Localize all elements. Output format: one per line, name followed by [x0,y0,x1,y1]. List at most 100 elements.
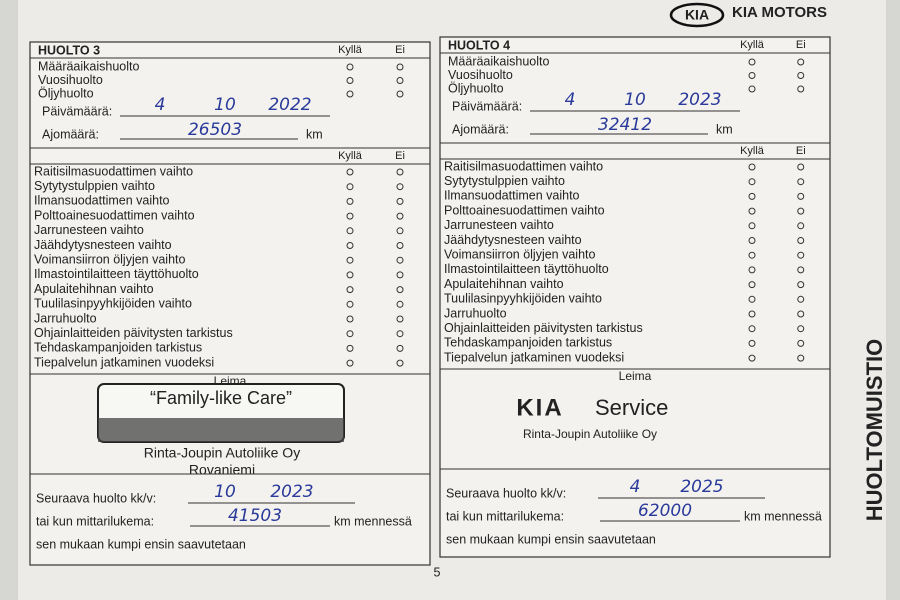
mileage-value: 32412 [598,115,652,135]
brand-name: KIA MOTORS [732,4,827,21]
check-circle [748,178,756,186]
stamp-logo: KIA [516,394,563,421]
service-item: Jarrunesteen vaihto [444,218,554,232]
service-item: Ilmansuodattimen vaihto [444,189,580,203]
next-label: Seuraava huolto kk/v: [36,491,156,505]
check-circle [748,310,756,318]
check-circle [748,266,756,274]
page-number: 5 [434,565,441,579]
check-circle [346,344,354,352]
side-title: HUOLTOMUISTIO [862,339,887,522]
mileage-label: Ajomäärä: [452,122,509,136]
service-item: Tehdaskampanjoiden tarkistus [34,341,202,355]
service-item: Jäähdytysnesteen vaihto [34,238,172,252]
date-value: 10 [214,95,236,115]
service-item: Tehdaskampanjoiden tarkistus [444,336,612,350]
date-value: 2022 [268,95,311,115]
check-circle [797,339,805,347]
check-circle [748,85,756,93]
date-value: 4 [155,95,166,115]
check-circle [797,72,805,79]
service-item: Jarruhuolto [444,306,507,320]
stamp-text: Rinta-Joupin Autoliike Oy [144,445,300,461]
check-circle [797,295,805,303]
check-circle [396,63,404,71]
check-circle [748,192,756,200]
basic-item: Vuosihuolto [448,68,513,82]
next-value: 10 [214,482,236,502]
card-border [29,41,431,566]
no-header: Ei [796,145,806,157]
check-circle [797,310,805,318]
check-circle [346,330,354,338]
next-value: 2023 [270,482,313,502]
basic-item: Öljyhuolto [448,81,504,95]
check-circle [396,256,404,264]
check-circle [346,242,354,249]
service-item: Ilmansuodattimen vaihto [34,194,170,208]
check-circle [396,330,404,338]
mileage-unit: km [716,122,733,136]
cards: HUOLTO 3 Kyllä Ei MääräaikaishuoltoVuosihuo… [29,36,831,566]
check-circle [396,77,404,84]
logo: KIA [685,7,709,23]
check-circle [797,207,805,215]
odometer-unit: km mennessä [744,509,822,523]
check-circle [748,251,756,259]
date-label: Päivämäärä: [42,104,112,118]
stamp-label: Leima [619,369,652,383]
check-circle [346,212,354,220]
check-circle [396,286,404,294]
date-value: 2023 [678,90,721,110]
footnote: sen mukaan kumpi ensin saavutetaan [446,532,656,546]
check-circle [748,72,756,79]
basic-item: Määräaikaishuolto [448,54,549,68]
check-circle [748,354,756,362]
check-circle [797,325,805,333]
mileage-value: 26503 [188,120,242,140]
date-value: 4 [565,90,576,110]
service-item: Ohjainlaitteiden päivitysten tarkistus [444,321,643,335]
check-circle [346,227,354,235]
check-circle [346,359,354,367]
check-circle [396,212,404,220]
no-header: Ei [395,150,405,162]
card-title: HUOLTO 4 [448,38,510,52]
check-circle [346,90,354,98]
check-circle [346,63,354,71]
stamp-text: “Family-like Care” [150,388,292,408]
service-item: Apulaitehihnan vaihto [34,282,154,296]
yes-header: Kyllä [740,39,765,51]
check-circle [748,281,756,289]
service-item: Tiepalvelun jatkaminen vuodeksi [444,350,624,364]
check-circle [797,222,805,230]
stamp-smudge [98,418,344,442]
odometer-label: tai kun mittarilukema: [36,514,154,528]
check-circle [346,300,354,308]
next-label: Seuraava huolto kk/v: [446,486,566,500]
yes-header: Kyllä [338,44,363,56]
card-title: HUOLTO 3 [38,43,100,57]
check-circle [748,295,756,303]
service-item: Jarruhuolto [34,311,97,325]
check-circle [797,85,805,93]
check-circle [346,315,354,323]
check-circle [396,300,404,308]
check-circle [346,183,354,191]
service-item: Tuulilasinpyyhkijöiden vaihto [34,297,192,311]
check-circle [748,237,756,244]
service-item: Jarrunesteen vaihto [34,223,144,237]
mileage-label: Ajomäärä: [42,127,99,141]
no-header: Ei [395,44,405,56]
check-circle [346,286,354,294]
date-value: 10 [624,90,646,110]
service-item: Tiepalvelun jatkaminen vuodeksi [34,355,214,369]
odometer-unit: km mennessä [334,514,412,528]
service-item: Sytytystulppien vaihto [34,179,155,193]
check-circle [797,266,805,274]
service-item: Tuulilasinpyyhkijöiden vaihto [444,292,602,306]
check-circle [346,168,354,176]
service-item: Ohjainlaitteiden päivitysten tarkistus [34,326,233,340]
service-item: Raitisilmasuodattimen vaihto [444,159,603,173]
